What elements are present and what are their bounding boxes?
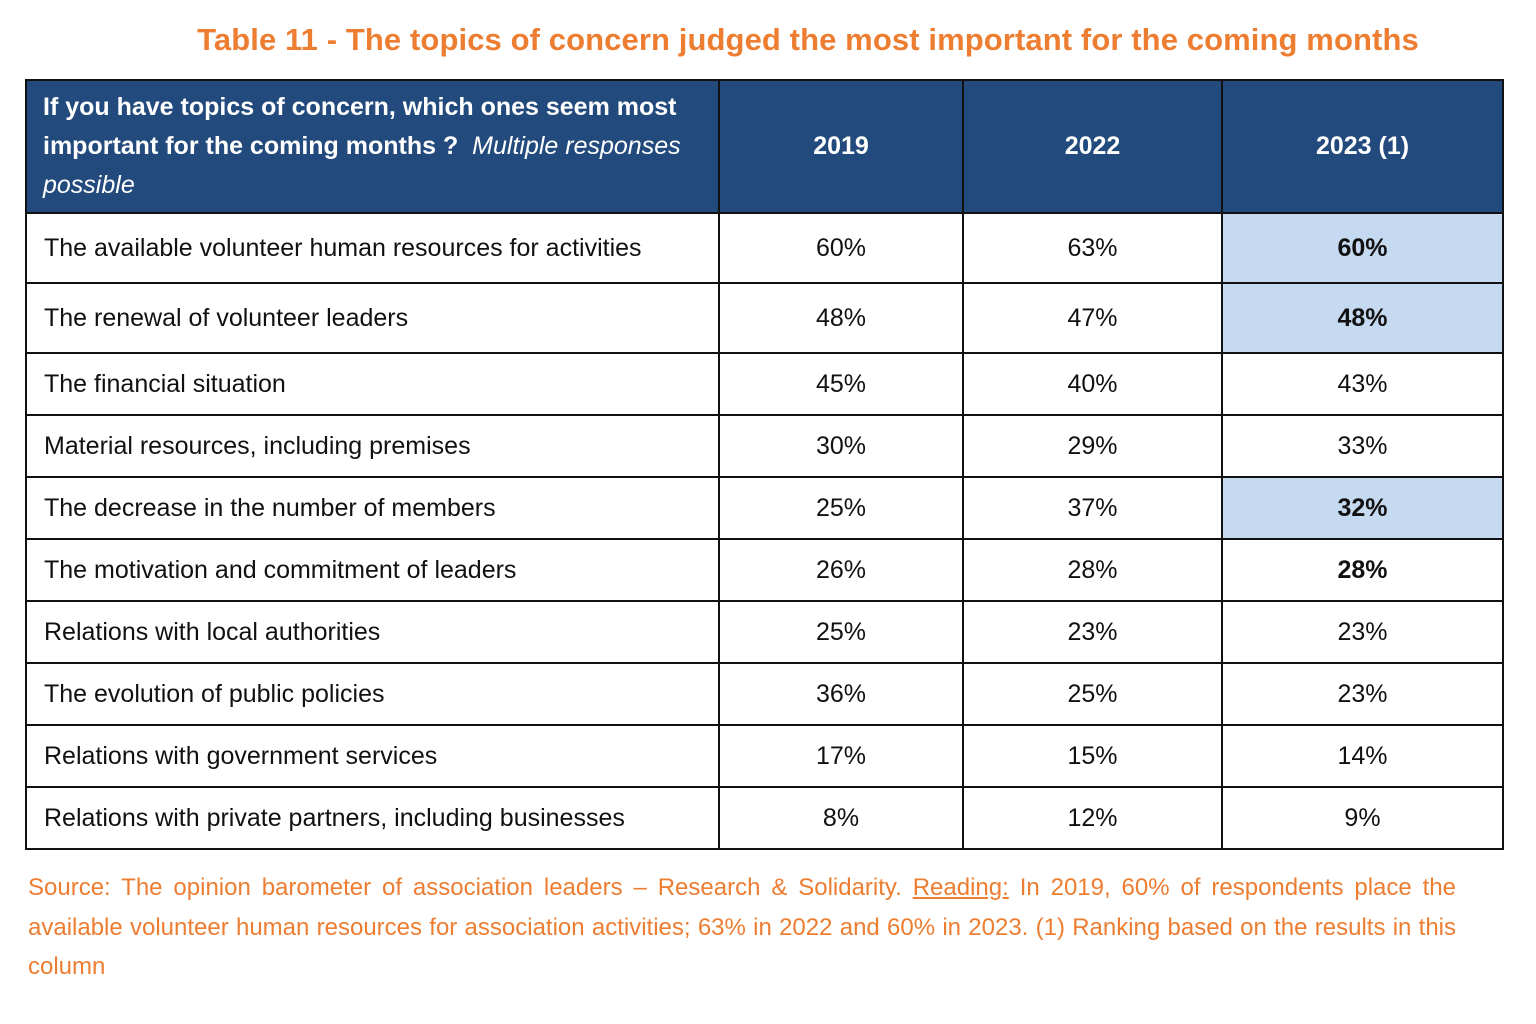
cell-2023: 43% bbox=[1221, 352, 1504, 416]
cell-2019: 25% bbox=[718, 600, 964, 664]
cell-2023-highlighted: 60% bbox=[1221, 212, 1504, 284]
cell-2019: 36% bbox=[718, 662, 964, 726]
header-row: If you have topics of concern, which one… bbox=[25, 79, 1504, 214]
source-prefix: Source: The opinion barometer of associa… bbox=[28, 874, 913, 901]
table-row: The decrease in the number of members 25… bbox=[25, 476, 1504, 540]
source-note: Source: The opinion barometer of associa… bbox=[28, 868, 1456, 987]
cell-2023-bold: 28% bbox=[1221, 538, 1504, 602]
cell-2019: 25% bbox=[718, 476, 964, 540]
table-title: Table 11 - The topics of concern judged … bbox=[197, 22, 1419, 57]
question-header: If you have topics of concern, which one… bbox=[25, 79, 720, 214]
cell-2023: 9% bbox=[1221, 786, 1504, 850]
question-note: Multiple responses possible bbox=[43, 132, 681, 199]
cell-2022: 63% bbox=[962, 212, 1223, 284]
cell-2022: 23% bbox=[962, 600, 1223, 664]
column-header-2019: 2019 bbox=[718, 79, 964, 214]
cell-2019: 17% bbox=[718, 724, 964, 788]
cell-2022: 15% bbox=[962, 724, 1223, 788]
row-label: The motivation and commitment of leaders bbox=[25, 538, 720, 602]
cell-2022: 12% bbox=[962, 786, 1223, 850]
cell-2022: 37% bbox=[962, 476, 1223, 540]
table-row: The renewal of volunteer leaders 48% 47%… bbox=[25, 282, 1504, 354]
cell-2023: 23% bbox=[1221, 600, 1504, 664]
table-row: Relations with local authorities 25% 23%… bbox=[25, 600, 1504, 664]
cell-2019: 45% bbox=[718, 352, 964, 416]
table-row: Relations with government services 17% 1… bbox=[25, 724, 1504, 788]
column-header-2022: 2022 bbox=[962, 79, 1223, 214]
table-row: The evolution of public policies 36% 25%… bbox=[25, 662, 1504, 726]
cell-2023: 33% bbox=[1221, 414, 1504, 478]
concerns-table: If you have topics of concern, which one… bbox=[25, 79, 1504, 850]
cell-2023-highlighted: 32% bbox=[1221, 476, 1504, 540]
table-row: The motivation and commitment of leaders… bbox=[25, 538, 1504, 602]
row-label: Relations with private partners, includi… bbox=[25, 786, 720, 850]
table-row: Material resources, including premises 3… bbox=[25, 414, 1504, 478]
cell-2022: 25% bbox=[962, 662, 1223, 726]
reading-text: In 2019, 60% of respondents place the av… bbox=[28, 874, 1457, 980]
cell-2019: 30% bbox=[718, 414, 964, 478]
row-label: The evolution of public policies bbox=[25, 662, 720, 726]
cell-2023: 23% bbox=[1221, 662, 1504, 726]
row-label: The renewal of volunteer leaders bbox=[25, 282, 720, 354]
cell-2019: 48% bbox=[718, 282, 964, 354]
row-label: The decrease in the number of members bbox=[25, 476, 720, 540]
question-main: If you have topics of concern, which one… bbox=[43, 93, 677, 160]
row-label: Relations with local authorities bbox=[25, 600, 720, 664]
cell-2019: 60% bbox=[718, 212, 964, 284]
row-label: Material resources, including premises bbox=[25, 414, 720, 478]
table-row: The financial situation 45% 40% 43% bbox=[25, 352, 1504, 416]
cell-2022: 40% bbox=[962, 352, 1223, 416]
reading-label: Reading: bbox=[912, 874, 1009, 901]
cell-2019: 8% bbox=[718, 786, 964, 850]
row-label: The financial situation bbox=[25, 352, 720, 416]
cell-2019: 26% bbox=[718, 538, 964, 602]
table-row: Relations with private partners, includi… bbox=[25, 786, 1504, 850]
row-label: The available volunteer human resources … bbox=[25, 212, 720, 284]
cell-2022: 47% bbox=[962, 282, 1223, 354]
cell-2022: 28% bbox=[962, 538, 1223, 602]
cell-2023: 14% bbox=[1221, 724, 1504, 788]
cell-2022: 29% bbox=[962, 414, 1223, 478]
table-row: The available volunteer human resources … bbox=[25, 212, 1504, 284]
cell-2023-highlighted: 48% bbox=[1221, 282, 1504, 354]
column-header-2023: 2023 (1) bbox=[1221, 79, 1504, 214]
row-label: Relations with government services bbox=[25, 724, 720, 788]
